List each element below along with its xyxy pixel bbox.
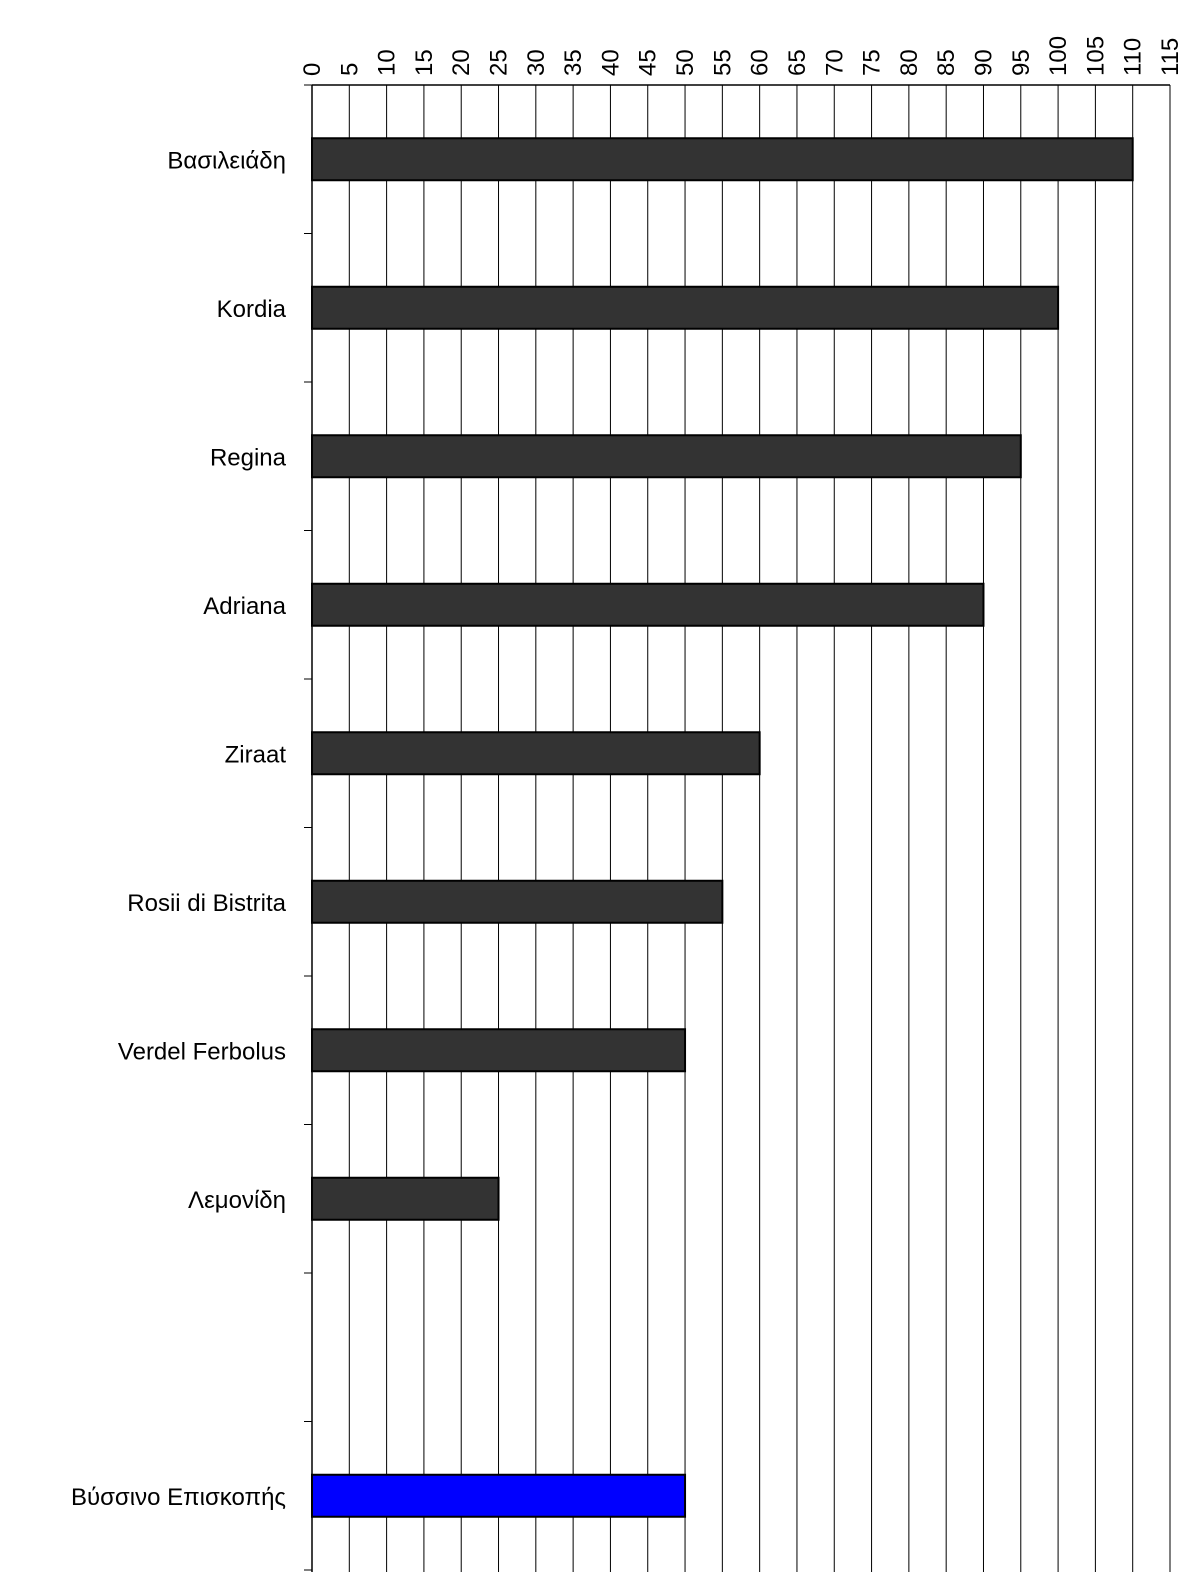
x-tick-label: 85 [933, 49, 960, 76]
x-tick-label: 80 [896, 49, 923, 76]
bar [311, 1473, 687, 1518]
x-tick-label: 70 [821, 49, 848, 76]
bar [311, 1028, 687, 1073]
x-tick-label: 105 [1082, 36, 1109, 76]
grid-lines [348, 85, 1171, 1572]
x-tick-label: 55 [709, 49, 736, 76]
category-label: Adriana [203, 593, 286, 620]
category-label: Ziraat [225, 741, 287, 768]
x-tick-label: 15 [411, 49, 438, 76]
x-tick-label: 75 [859, 49, 886, 76]
category-label: Verdel Ferbolus [118, 1038, 286, 1065]
x-tick-label: 40 [597, 49, 624, 76]
x-tick-label: 115 [1157, 38, 1184, 76]
category-label: Kordia [217, 296, 287, 323]
x-tick-label: 35 [560, 49, 587, 76]
x-tick-label: 100 [1045, 36, 1072, 76]
bar [311, 879, 724, 924]
x-tick-label: 45 [635, 49, 662, 76]
category-label: Βύσσινο Επισκοπής [71, 1484, 286, 1511]
bar [311, 137, 1134, 182]
bars [311, 137, 1134, 1518]
category-label: Rosii di Bistrita [127, 890, 286, 917]
x-tick-label: 20 [448, 49, 475, 76]
x-tick-label: 25 [486, 49, 513, 76]
x-tick-label: 10 [374, 49, 401, 76]
x-tick-label: 65 [784, 49, 811, 76]
x-tick-label: 5 [336, 63, 363, 76]
category-label: Βασιλειάδη [167, 147, 286, 174]
axes [304, 84, 1170, 1572]
category-label: Λεμονίδη [188, 1187, 286, 1214]
x-tick-label: 110 [1120, 38, 1147, 76]
x-tick-label: 50 [672, 49, 699, 76]
bar [311, 582, 985, 627]
x-tick-label: 60 [747, 49, 774, 76]
labels: 0 5 10 15 20 25 30 35 40 45 50 55 60 65 70 75 80 85 90 95 10… [71, 36, 1184, 1511]
x-tick-label: 95 [1008, 49, 1035, 76]
bar [311, 285, 1060, 330]
bar [311, 1176, 500, 1221]
bar [311, 434, 1022, 479]
category-label: Regina [210, 444, 287, 471]
x-tick-label: 30 [523, 49, 550, 76]
x-tick-label: 0 [299, 63, 326, 76]
bar [311, 731, 761, 776]
x-tick-label: 90 [970, 49, 997, 76]
